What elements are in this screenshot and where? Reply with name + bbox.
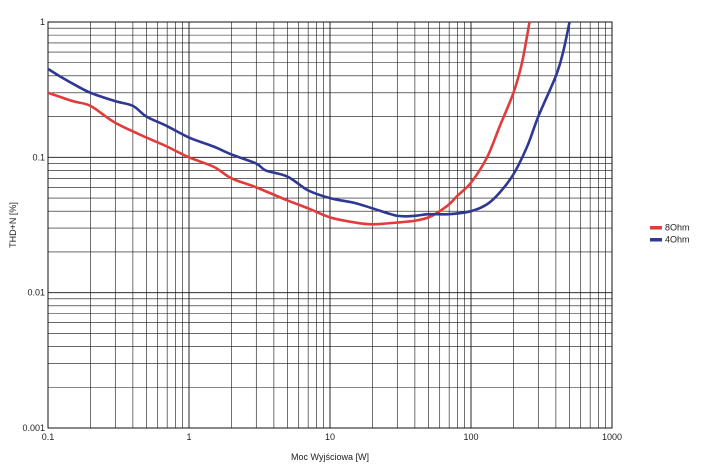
tick-labels: 0.1 1 10 100 1000 0.001 0.01 0.1 1	[22, 17, 622, 442]
legend-label: 8Ohm	[665, 223, 690, 233]
legend-swatch	[650, 226, 662, 230]
x-tick-label: 0.1	[42, 432, 55, 442]
y-tick-label: 0.01	[27, 288, 45, 298]
y-tick-label: 1	[40, 17, 45, 27]
x-tick-label: 1	[186, 432, 191, 442]
legend-label: 4Ohm	[665, 235, 690, 245]
x-tick-label: 100	[463, 432, 478, 442]
x-tick-label: 1000	[602, 432, 622, 442]
plot-frame	[47, 21, 613, 429]
series-line-4ohm	[48, 22, 571, 218]
y-axis-label: THD+N [%]	[8, 202, 18, 248]
grid	[47, 21, 613, 429]
x-tick-label: 10	[325, 432, 335, 442]
x-axis-label: Moc Wyjściowa [W]	[291, 452, 369, 462]
y-tick-label: 0.1	[32, 152, 45, 162]
y-tick-label: 0.001	[22, 423, 45, 433]
legend-swatch	[650, 238, 662, 242]
series-lines	[48, 22, 571, 226]
series-line-8ohm	[48, 22, 531, 226]
legend: 8Ohm 4Ohm	[650, 223, 690, 245]
